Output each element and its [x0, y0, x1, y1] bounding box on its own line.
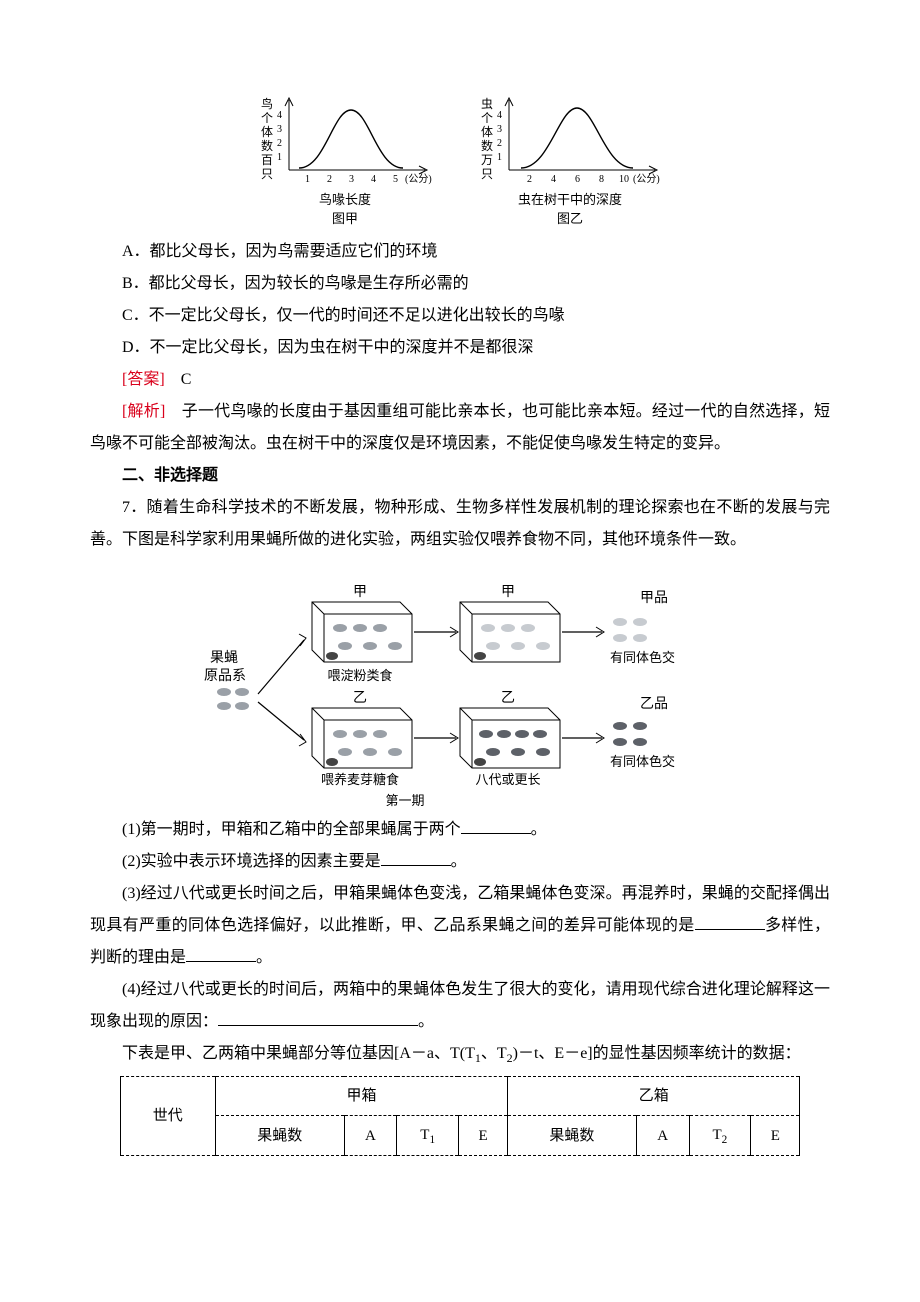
top-out-label: 甲品 — [640, 591, 668, 606]
charts-row: 鸟 个 体 数 百 只 1 2 3 4 1 2 3 — [90, 90, 830, 228]
svg-text:鸟: 鸟 — [261, 96, 273, 111]
box-top2-label: 甲 — [501, 585, 515, 600]
th-g2-c0: 果蝇数 — [508, 1115, 637, 1156]
chart-left-xunit: (公分) — [405, 173, 432, 185]
svg-text:3: 3 — [277, 124, 282, 135]
box-top-2 — [460, 602, 560, 662]
th-g1-c0: 果蝇数 — [215, 1115, 344, 1156]
box-bot1-label: 乙 — [353, 690, 367, 706]
th-group-2: 乙箱 — [508, 1076, 800, 1115]
th-g1-c2: T1 — [397, 1115, 459, 1156]
svg-text:3: 3 — [497, 124, 502, 135]
box-bot2-label: 乙 — [501, 690, 515, 706]
subq-4: (4)经过八代或更长的时间后，两箱中的果蝇体色发生了很大的变化，请用现代综合进化… — [90, 974, 830, 1038]
subq-2: (2)实验中表示环境选择的因素主要是。 — [90, 846, 830, 878]
chart-right-caption: 图乙 — [475, 211, 665, 228]
svg-text:数: 数 — [481, 138, 493, 153]
svg-text:虫: 虫 — [481, 97, 493, 111]
svg-text:4: 4 — [497, 110, 502, 121]
blank-3b — [186, 945, 256, 962]
q7-intro: 7．随着生命科学技术的不断发展，物种形成、生物多样性发展机制的理论探索也在不断的… — [90, 492, 830, 556]
chart-left-xaxis: 鸟喙长度 — [255, 192, 435, 209]
th-group-1: 甲箱 — [215, 1076, 507, 1115]
svg-text:体: 体 — [261, 125, 273, 139]
chart-left-caption: 图甲 — [255, 211, 435, 228]
svg-text:4: 4 — [371, 174, 376, 185]
blank-2 — [381, 849, 451, 866]
subq-3: (3)经过八代或更长时间之后，甲箱果蝇体色变浅，乙箱果蝇体色变深。再混养时，果蝇… — [90, 878, 830, 974]
svg-text:数: 数 — [261, 138, 273, 153]
th-g2-c3: E — [751, 1115, 800, 1156]
svg-text:果蝇: 果蝇 — [210, 650, 238, 666]
blank-3a — [695, 913, 765, 930]
box-top-1 — [312, 602, 412, 662]
analysis-para: [解析] 子一代鸟喙的长度由于基因重组可能比亲本长，也可能比亲本短。经过一代的自… — [90, 396, 830, 460]
option-a: A．都比父母长，因为鸟需要适应它们的环境 — [90, 236, 830, 268]
answer-value: C — [181, 371, 192, 388]
svg-text:3: 3 — [349, 174, 354, 185]
option-c: C．不一定比父母长，仅一代的时间还不足以进化出较长的鸟喙 — [90, 300, 830, 332]
svg-text:原品系: 原品系 — [204, 668, 246, 684]
svg-text:2: 2 — [327, 174, 332, 185]
svg-text:8: 8 — [599, 174, 604, 185]
svg-text:5: 5 — [393, 174, 398, 185]
th-g1-c1: A — [344, 1115, 397, 1156]
svg-text:只: 只 — [261, 167, 273, 181]
table-header-row-1: 世代 甲箱 乙箱 — [120, 1076, 800, 1115]
svg-text:只: 只 — [481, 167, 493, 181]
option-d: D．不一定比父母长，因为虫在树干中的深度并不是都很深 — [90, 332, 830, 364]
svg-text:2: 2 — [527, 174, 532, 185]
bottom-out-label: 乙品 — [640, 696, 668, 712]
mate-note-bottom: 有同体色交 — [610, 754, 675, 769]
svg-text:个: 个 — [261, 111, 273, 125]
feed-top: 喂淀粉类食 — [327, 668, 392, 683]
th-generation: 世代 — [120, 1076, 215, 1156]
feed-bottom: 喂养麦芽糖食 — [321, 772, 399, 787]
table-intro: 下表是甲、乙两箱中果蝇部分等位基因[A－a、T(T1、T2)－t、E－e]的显性… — [90, 1038, 830, 1070]
svg-text:2: 2 — [277, 138, 282, 149]
chart-right-svg: 虫 个 体 数 万 只 1 2 3 4 2 4 6 8 10 (公分) — [475, 90, 665, 190]
subq-1: (1)第一期时，甲箱和乙箱中的全部果蝇属于两个。 — [90, 814, 830, 846]
box-top1-label: 甲 — [353, 585, 367, 600]
page: 鸟 个 体 数 百 只 1 2 3 4 1 2 3 — [0, 0, 920, 1196]
svg-text:6: 6 — [575, 174, 580, 185]
blank-1 — [461, 817, 531, 834]
stage-2: 八代或更长 — [475, 772, 540, 787]
chart-left: 鸟 个 体 数 百 只 1 2 3 4 1 2 3 — [255, 90, 435, 228]
experiment-diagram: 果蝇 原品系 甲 — [90, 562, 830, 792]
table-header-row-2: 果蝇数 A T1 E 果蝇数 A T2 E — [120, 1115, 800, 1156]
allele-freq-table: 世代 甲箱 乙箱 果蝇数 A T1 E 果蝇数 A T2 E — [120, 1076, 801, 1157]
svg-text:个: 个 — [481, 111, 493, 125]
svg-text:4: 4 — [551, 174, 556, 185]
chart-right-xaxis: 虫在树干中的深度 — [475, 192, 665, 209]
mate-note-top: 有同体色交 — [610, 650, 675, 665]
answer-line: [答案] C — [90, 364, 830, 396]
svg-text:百: 百 — [261, 153, 273, 167]
option-b: B．都比父母长，因为较长的鸟喙是生存所必需的 — [90, 268, 830, 300]
svg-text:10: 10 — [619, 174, 629, 185]
svg-text:万: 万 — [481, 153, 493, 167]
svg-text:4: 4 — [277, 110, 282, 121]
th-g2-c2: T2 — [689, 1115, 751, 1156]
svg-text:1: 1 — [277, 152, 282, 163]
section-2-heading: 二、非选择题 — [90, 460, 830, 492]
answer-label: [答案] — [122, 371, 165, 388]
chart-right: 虫 个 体 数 万 只 1 2 3 4 2 4 6 8 10 (公分) — [475, 90, 665, 228]
box-bottom-2 — [460, 708, 560, 768]
analysis-label: [解析] — [122, 403, 165, 420]
analysis-text: 子一代鸟喙的长度由于基因重组可能比亲本长，也可能比亲本短。经过一代的自然选择，短… — [90, 403, 830, 452]
chart-left-svg: 鸟 个 体 数 百 只 1 2 3 4 1 2 3 — [255, 90, 435, 190]
chart-right-xunit: (公分) — [633, 173, 660, 185]
blank-4 — [218, 1009, 418, 1026]
box-bottom-1 — [312, 708, 412, 768]
th-g2-c1: A — [636, 1115, 689, 1156]
experiment-diagram-svg: 果蝇 原品系 甲 — [200, 562, 720, 792]
th-g1-c3: E — [458, 1115, 507, 1156]
svg-text:1: 1 — [497, 152, 502, 163]
svg-text:1: 1 — [305, 174, 310, 185]
svg-text:2: 2 — [497, 138, 502, 149]
svg-text:体: 体 — [481, 125, 493, 139]
stage-1: 第一期 — [325, 788, 485, 814]
